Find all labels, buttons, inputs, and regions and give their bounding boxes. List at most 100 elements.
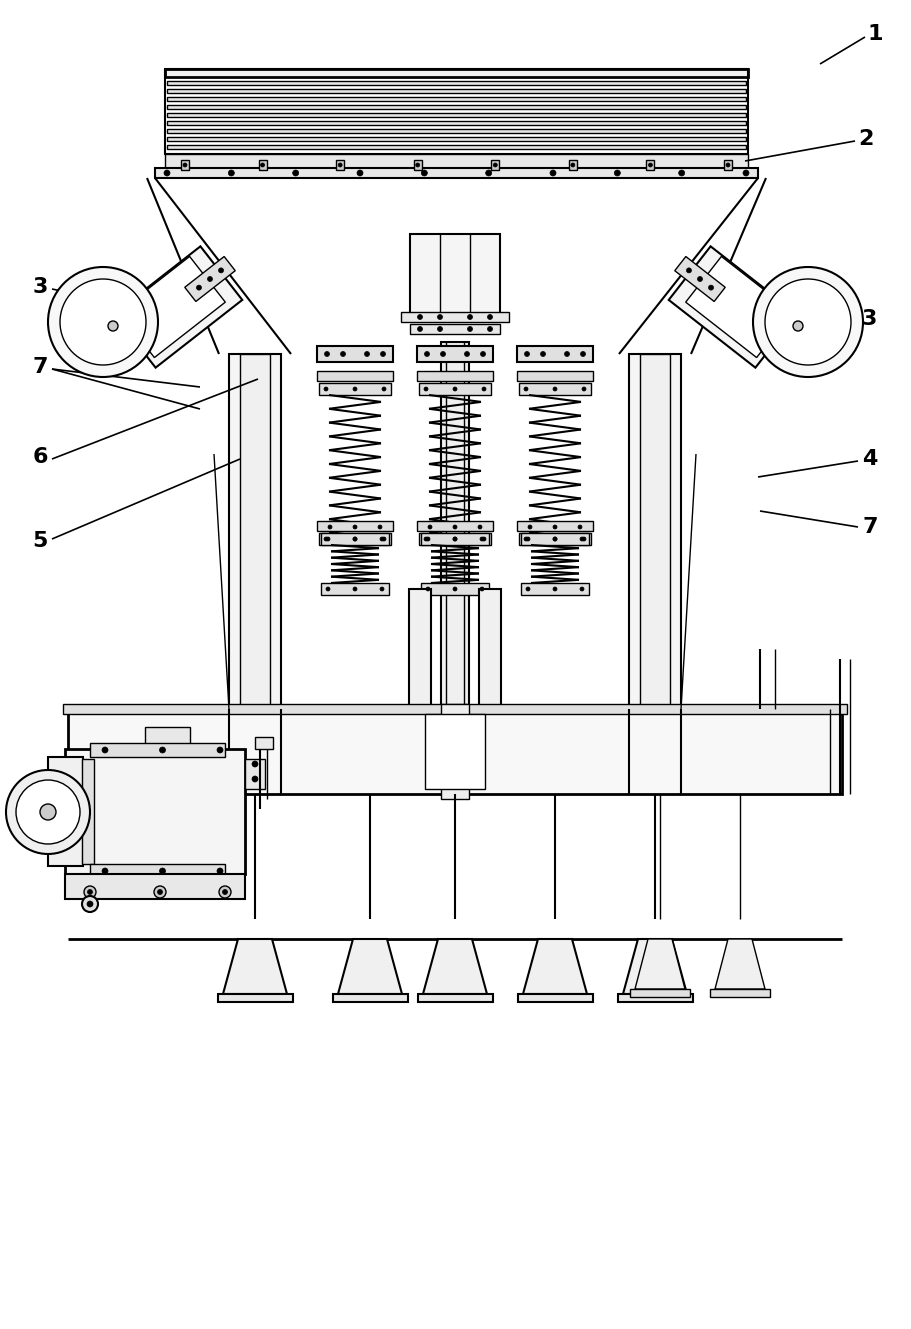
Circle shape <box>328 525 332 529</box>
Polygon shape <box>223 940 287 994</box>
Bar <box>629 354 681 708</box>
Bar <box>519 383 591 395</box>
Bar <box>229 354 281 708</box>
Circle shape <box>417 315 423 319</box>
Circle shape <box>159 747 166 754</box>
Circle shape <box>324 387 328 391</box>
Circle shape <box>382 387 386 391</box>
Circle shape <box>571 163 575 167</box>
Circle shape <box>87 889 93 894</box>
Circle shape <box>614 170 620 175</box>
Bar <box>90 864 225 878</box>
Polygon shape <box>338 940 402 994</box>
Bar <box>259 159 267 170</box>
Bar <box>409 708 501 714</box>
Circle shape <box>16 780 80 844</box>
Circle shape <box>324 351 330 356</box>
Bar <box>321 533 389 545</box>
Bar <box>417 371 493 381</box>
Circle shape <box>524 387 528 391</box>
Circle shape <box>765 279 851 365</box>
Circle shape <box>158 889 162 894</box>
Bar <box>167 105 746 109</box>
Circle shape <box>580 351 586 356</box>
Bar <box>167 113 746 117</box>
Bar <box>710 989 770 997</box>
Circle shape <box>261 163 264 167</box>
Circle shape <box>486 170 492 175</box>
Bar <box>167 137 746 141</box>
Bar <box>425 714 485 789</box>
Circle shape <box>743 170 749 175</box>
Bar <box>321 583 389 595</box>
Circle shape <box>453 587 457 591</box>
Bar <box>145 727 190 750</box>
Circle shape <box>222 889 228 894</box>
Circle shape <box>87 901 93 906</box>
Bar <box>165 154 748 167</box>
Bar <box>521 583 589 595</box>
Circle shape <box>217 868 223 874</box>
Bar <box>68 708 842 793</box>
Circle shape <box>40 804 56 820</box>
Circle shape <box>553 387 557 391</box>
Circle shape <box>480 537 484 541</box>
Polygon shape <box>635 940 685 989</box>
Circle shape <box>108 322 118 331</box>
Bar <box>519 533 591 545</box>
Circle shape <box>698 276 702 282</box>
Circle shape <box>357 170 363 175</box>
Bar <box>409 589 431 708</box>
Bar <box>167 145 746 149</box>
Bar <box>167 97 746 101</box>
Circle shape <box>649 163 652 167</box>
Circle shape <box>453 387 457 391</box>
Bar <box>167 89 746 93</box>
Circle shape <box>217 747 223 754</box>
Text: 2: 2 <box>858 129 874 149</box>
Bar <box>517 346 593 361</box>
Circle shape <box>493 163 497 167</box>
Bar <box>255 738 273 750</box>
Polygon shape <box>118 256 225 358</box>
Circle shape <box>526 587 530 591</box>
Circle shape <box>82 896 98 912</box>
Circle shape <box>437 315 443 319</box>
Circle shape <box>252 762 258 767</box>
Circle shape <box>197 286 201 290</box>
Text: 1: 1 <box>868 24 884 44</box>
Circle shape <box>525 351 529 356</box>
Bar <box>167 81 746 85</box>
Bar <box>65 874 245 898</box>
Bar <box>724 159 732 170</box>
Polygon shape <box>423 940 487 994</box>
Bar <box>410 234 500 314</box>
Circle shape <box>524 537 528 541</box>
Bar <box>479 589 501 708</box>
Circle shape <box>465 351 469 356</box>
Circle shape <box>582 537 586 541</box>
Circle shape <box>219 268 223 272</box>
Circle shape <box>425 351 429 356</box>
Circle shape <box>84 886 96 898</box>
Circle shape <box>159 868 166 874</box>
Circle shape <box>154 886 166 898</box>
Circle shape <box>482 537 486 541</box>
Circle shape <box>578 525 582 529</box>
Circle shape <box>553 587 557 591</box>
Bar <box>518 994 593 1002</box>
Circle shape <box>164 170 170 175</box>
Circle shape <box>480 587 484 591</box>
Circle shape <box>417 327 423 331</box>
Bar <box>317 346 393 361</box>
Circle shape <box>364 351 370 356</box>
Circle shape <box>487 315 493 319</box>
Bar <box>317 521 393 532</box>
Bar <box>414 159 422 170</box>
Circle shape <box>487 327 493 331</box>
Circle shape <box>437 327 443 331</box>
Bar <box>618 994 693 1002</box>
Text: 3: 3 <box>862 310 877 330</box>
Bar <box>48 758 83 867</box>
Circle shape <box>478 525 482 529</box>
